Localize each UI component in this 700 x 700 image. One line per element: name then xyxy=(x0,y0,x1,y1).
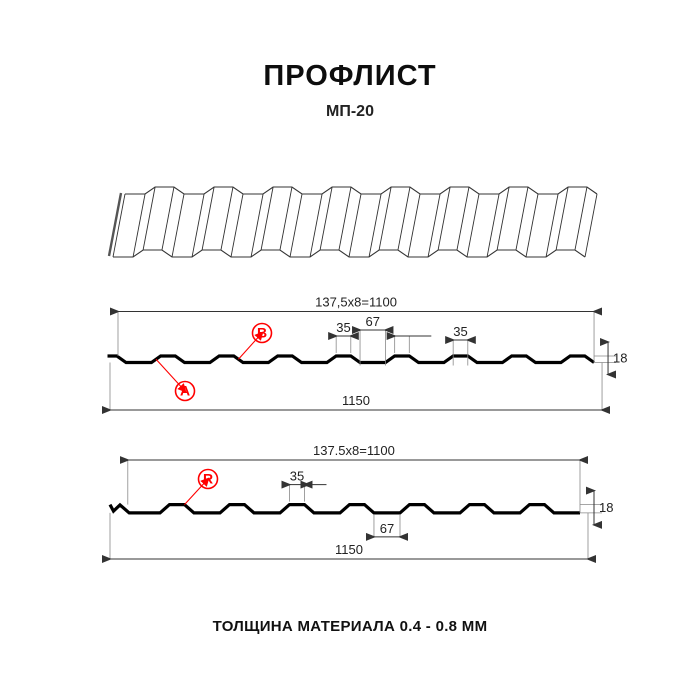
svg-text:B: B xyxy=(257,325,267,341)
svg-text:67: 67 xyxy=(380,521,394,536)
svg-text:35: 35 xyxy=(336,320,350,335)
svg-text:18: 18 xyxy=(599,500,613,515)
svg-text:35: 35 xyxy=(290,469,304,484)
svg-text:1150: 1150 xyxy=(342,393,370,408)
svg-text:1150: 1150 xyxy=(335,542,363,557)
svg-text:137,5x8=1100: 137,5x8=1100 xyxy=(315,295,397,310)
svg-text:R: R xyxy=(203,471,213,487)
svg-text:67: 67 xyxy=(366,314,380,329)
svg-text:35: 35 xyxy=(453,324,467,339)
svg-text:18: 18 xyxy=(613,350,627,365)
svg-text:A: A xyxy=(180,383,190,399)
svg-text:137.5x8=1100: 137.5x8=1100 xyxy=(313,443,395,458)
